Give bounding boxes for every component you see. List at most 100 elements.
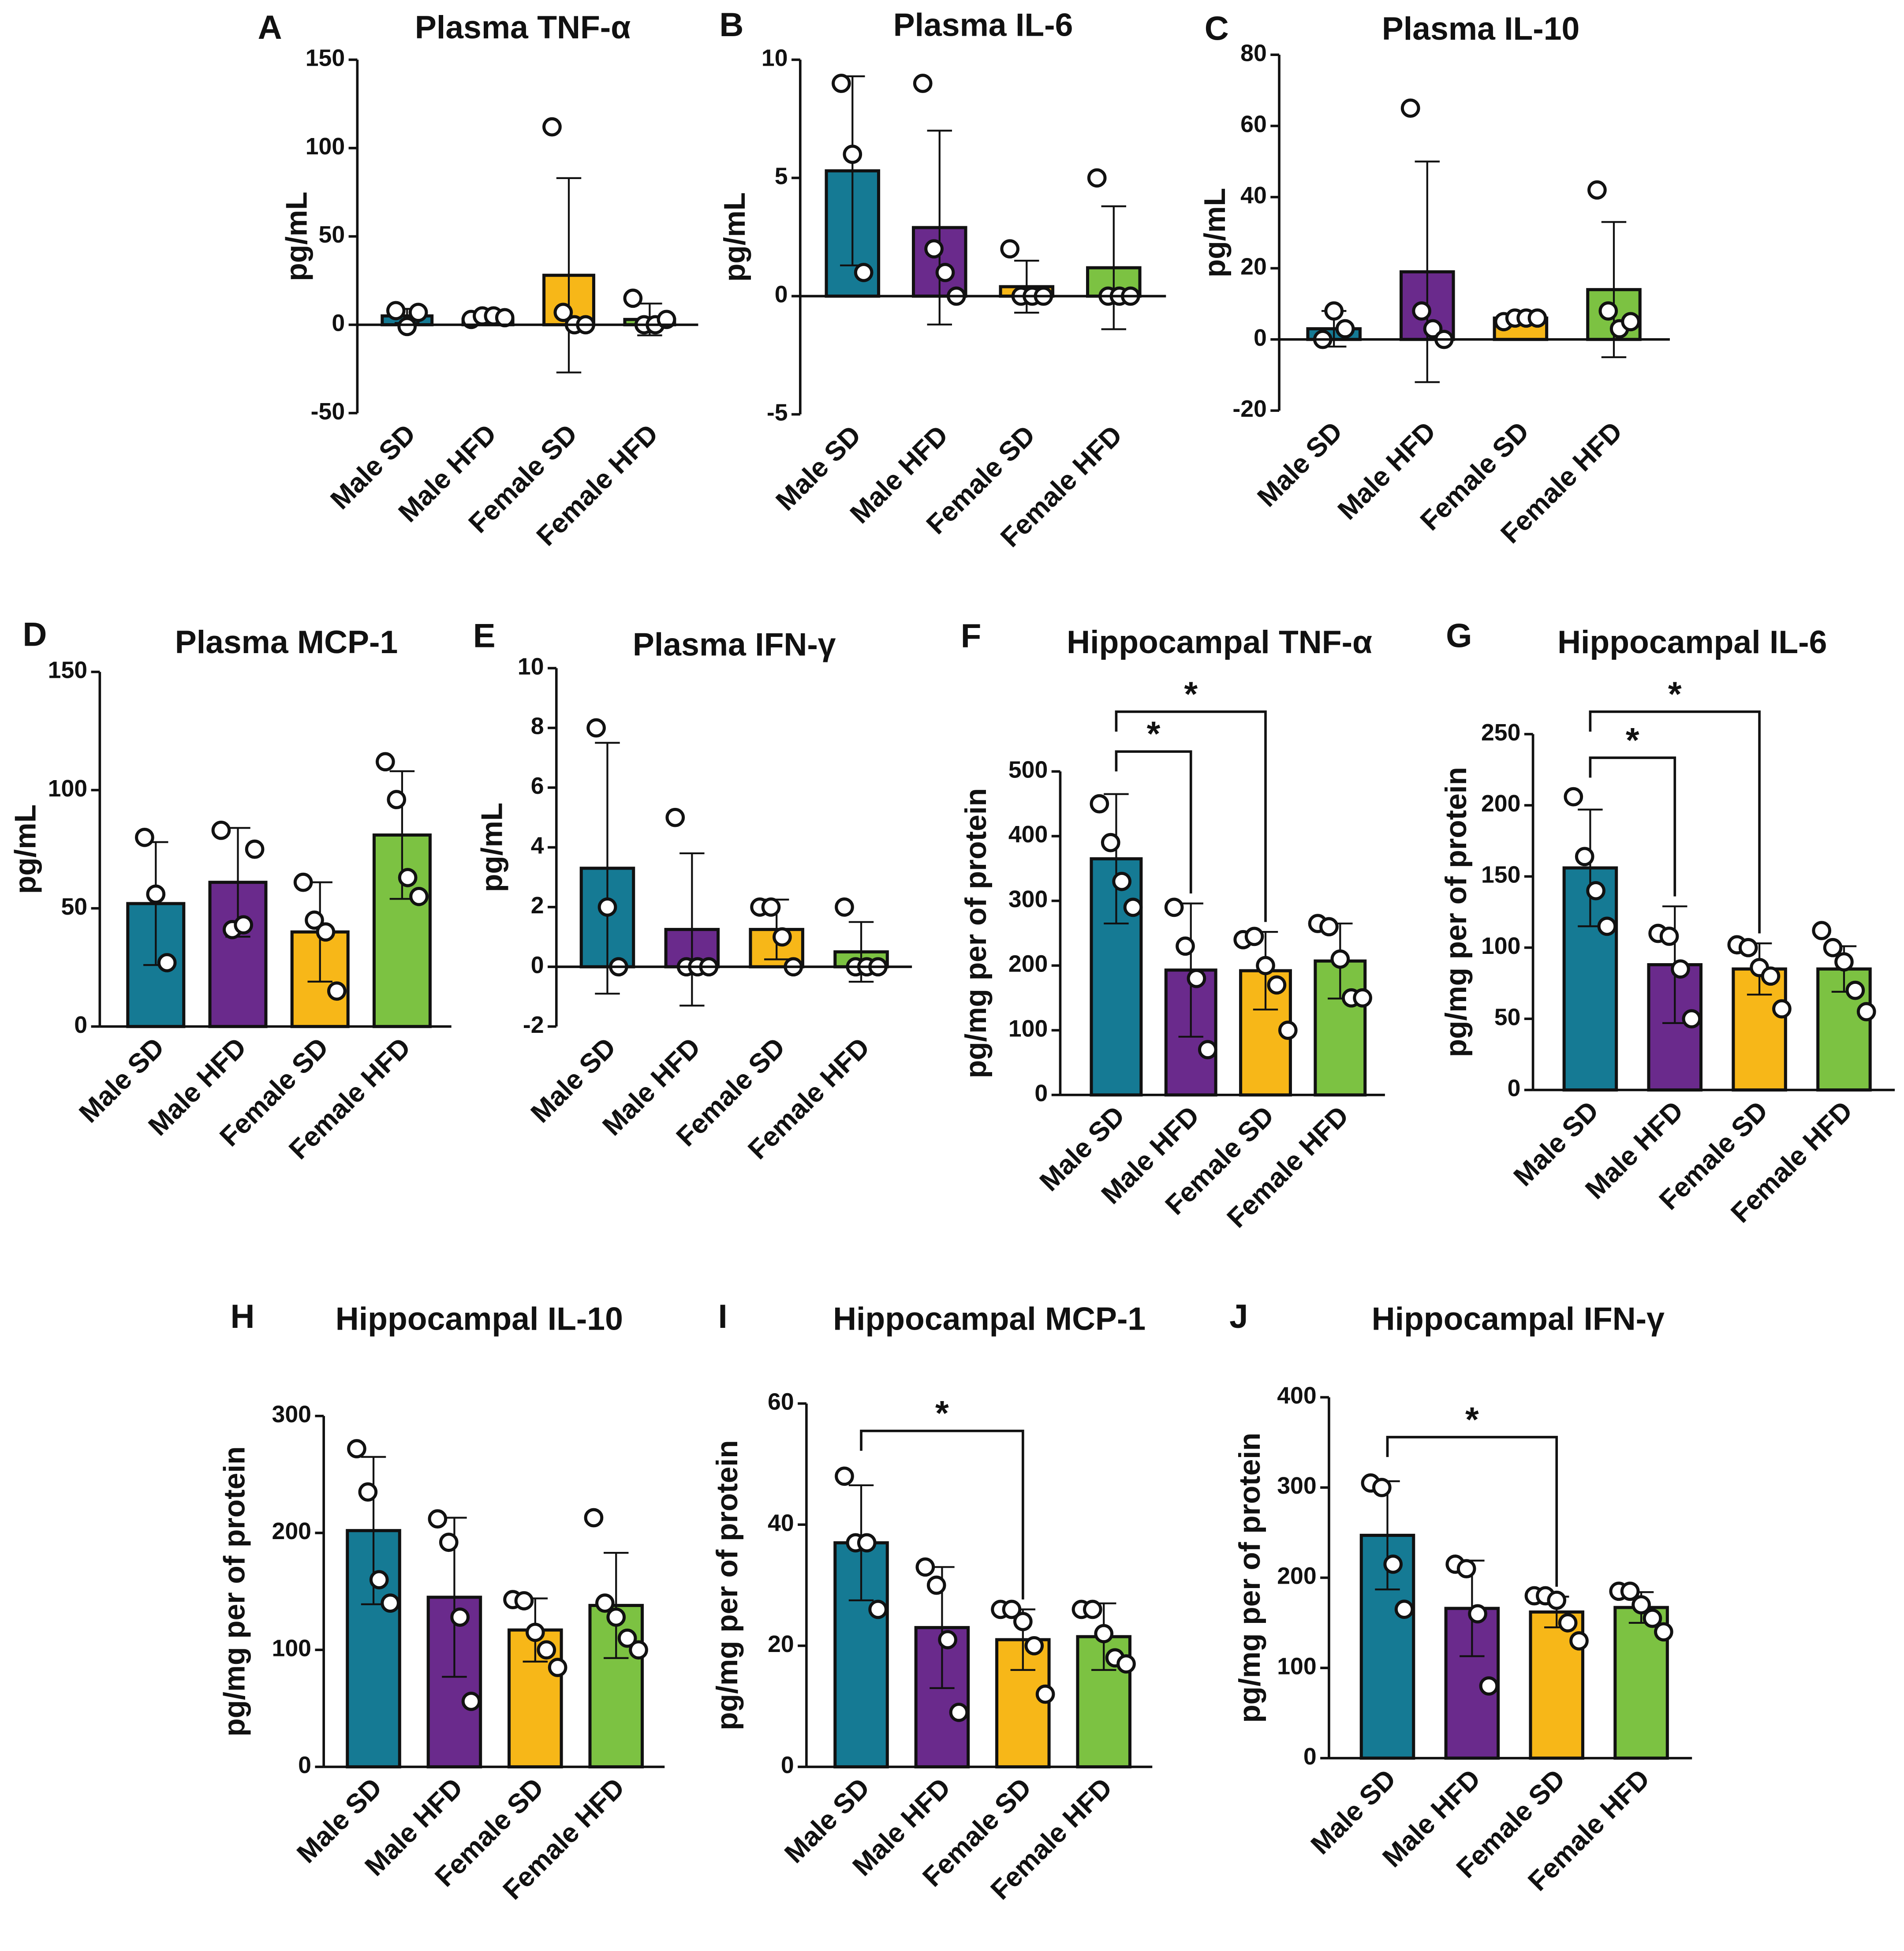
y-tick-label: 20 [768,1631,794,1657]
data-point [1024,1636,1044,1656]
chart-title: Hippocampal MCP-1 [833,1301,1146,1337]
y-tick-label: 400 [1277,1383,1316,1409]
y-tick-label: 0 [1508,1075,1521,1102]
data-point [1587,180,1607,200]
data-point [1479,1676,1499,1696]
data-point [1845,980,1865,1000]
panel-letter: F [961,617,982,655]
chart-title: Plasma TNF-α [415,9,631,45]
data-point [857,1533,877,1553]
y-tick-label: 0 [1034,1080,1048,1106]
data-point [1547,1590,1567,1610]
data-point [369,1570,389,1589]
data-point [1564,787,1583,807]
y-tick-label: 6 [531,773,544,799]
data-point [1643,1608,1662,1628]
data-point [1330,949,1350,969]
panel-letter: H [231,1298,255,1335]
data-point [949,1702,969,1722]
data-point [1101,833,1120,852]
data-point [1620,1581,1640,1601]
data-point [1654,1622,1673,1642]
y-tick-label: 500 [1008,756,1048,783]
data-point [347,1439,366,1458]
data-point [1094,1624,1114,1644]
data-point [1087,168,1107,188]
error-bar [679,852,705,1007]
significance-label: * [1626,720,1639,759]
y-tick-label: 8 [531,713,544,740]
data-point [1812,921,1832,940]
y-axis-label: pg/mL [1198,188,1232,277]
data-point [1187,968,1206,988]
data-point [1468,1604,1487,1624]
panel-letter: I [718,1298,728,1335]
data-point [1372,1478,1392,1497]
data-point [553,303,573,322]
data-point [623,288,643,308]
data-point [597,897,617,917]
data-point [1176,936,1195,956]
y-tick-label: 200 [272,1518,311,1544]
data-point [1319,917,1339,937]
data-point [1527,308,1547,328]
chart-title: Hippocampal TNF-α [1067,624,1372,660]
y-tick-label: 150 [306,45,345,71]
y-axis-label: pg/mL [9,804,42,894]
data-point [1558,1613,1578,1633]
data-point [293,872,313,892]
data-point [1575,847,1594,867]
y-tick-label: 100 [272,1635,311,1661]
y-axis-label: pg/mg per of protein [1440,767,1473,1057]
data-point [1834,952,1854,972]
data-point [146,884,166,904]
data-point [1013,1612,1033,1631]
y-tick-label: 0 [781,1752,794,1779]
data-point [1400,98,1420,118]
data-point [211,820,231,840]
data-point [495,308,515,328]
error-bar [604,1551,629,1659]
data-point [358,1482,378,1502]
data-point [1035,1684,1055,1704]
data-point [835,1466,854,1486]
y-tick-label: 2 [531,892,544,919]
y-axis-label: pg/mL [280,192,314,281]
data-point [316,922,336,942]
data-point [832,74,851,93]
panel-letter: C [1205,10,1229,48]
data-point [1856,1002,1876,1021]
y-tick-label: 100 [1481,933,1520,959]
error-bar [1415,161,1440,383]
data-point [1569,1631,1589,1651]
y-tick-label: 100 [1277,1653,1316,1679]
chart-title: Plasma IL-6 [893,7,1073,43]
y-tick-label: 40 [1240,182,1267,209]
data-point [1353,988,1372,1008]
data-point [1090,794,1109,814]
y-tick-label: 5 [775,163,788,190]
data-point [1198,1040,1217,1060]
data-point [1621,312,1640,332]
panel-letter: J [1229,1298,1248,1335]
data-point [1394,1600,1414,1619]
chart-title: Hippocampal IFN-γ [1372,1301,1665,1337]
data-point [537,1640,556,1660]
y-tick-label: 0 [1254,325,1267,351]
data-point [595,1593,615,1613]
data-point [1412,301,1431,321]
y-tick-label: 150 [48,657,87,684]
data-point [1456,1559,1476,1578]
chart-title: Plasma IFN-γ [633,627,836,663]
data-point [1083,1600,1102,1619]
y-tick-label: 300 [272,1401,311,1428]
y-tick-label: 10 [762,45,788,71]
y-tick-label: -5 [767,400,788,426]
data-point [450,1607,470,1627]
data-point [1598,301,1618,321]
data-point [1659,927,1679,946]
significance-label: * [1147,714,1161,753]
y-tick-label: 4 [531,833,544,859]
y-tick-label: 0 [775,281,788,308]
